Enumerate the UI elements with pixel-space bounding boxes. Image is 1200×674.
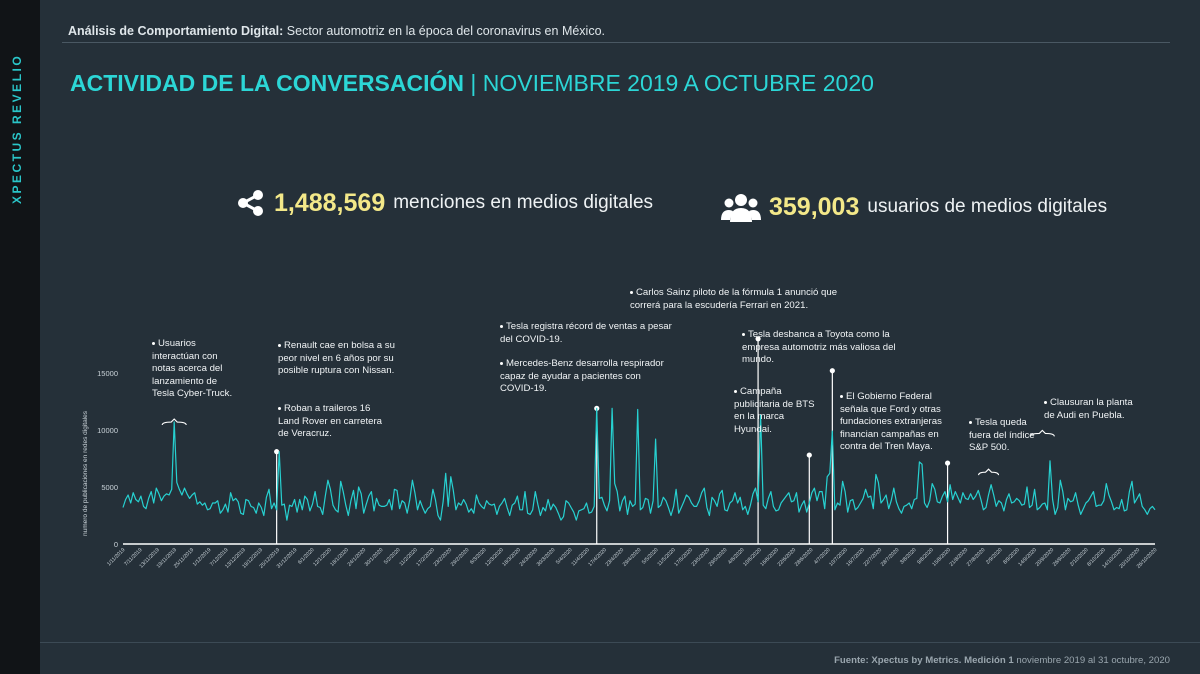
page-title: ACTIVIDAD DE LA CONVERSACIÓN | NOVIEMBRE… bbox=[70, 70, 874, 97]
x-tick-label: 29/5/2020 bbox=[708, 547, 729, 568]
annotation-sp500: Tesla queda fuera del índice S&P 500. bbox=[969, 417, 1035, 454]
annotation-renault: Renault cae en bolsa a su peor nivel en … bbox=[278, 340, 395, 377]
event-pin-dot bbox=[755, 336, 761, 342]
header-divider bbox=[62, 42, 1170, 43]
event-pin-dot bbox=[806, 452, 812, 458]
header-bold: Análisis de Comportamiento Digital: bbox=[68, 24, 284, 38]
sidebar: XPECTUS REVELIO bbox=[0, 0, 40, 674]
event-brace bbox=[161, 418, 187, 426]
title-sub: NOVIEMBRE 2019 A OCTUBRE 2020 bbox=[482, 70, 874, 96]
share-icon bbox=[238, 190, 263, 216]
annotation-tesla-toyota: Tesla desbanca a Toyota como la empresa … bbox=[742, 329, 896, 366]
x-tick-label: 30/1/2020 bbox=[364, 547, 385, 568]
annotation-land-rover: Roban a traileros 16 Land Rover en carre… bbox=[278, 403, 382, 440]
x-tick-label: 3/8/2020 bbox=[899, 547, 918, 566]
mentions-stat: 1,488,569 menciones en medios digitales bbox=[236, 188, 653, 218]
annotation-tesla-record: Tesla registra récord de ventas a pesar … bbox=[500, 321, 672, 345]
y-tick-label: 15000 bbox=[97, 369, 118, 378]
x-tick-label: 2/9/2020 bbox=[985, 547, 1004, 566]
users-stat: 359,003 usuarios de medios digitales bbox=[721, 192, 1107, 222]
annotation-bts: Campaña publicitaria de BTS en la marca … bbox=[734, 386, 815, 435]
mentions-label: menciones en medios digitales bbox=[393, 192, 654, 213]
footer-source: Fuente: Xpectus by Metrics. Medición 1 n… bbox=[834, 655, 1170, 666]
x-tick-label: 27/8/2020 bbox=[966, 547, 987, 568]
title-sep: | bbox=[464, 70, 483, 96]
x-tick-label: 28/6/2020 bbox=[794, 547, 815, 568]
annotation-cybertruck: Usuarios interactúan con notas acerca de… bbox=[152, 338, 233, 400]
x-tick-label: 29/4/2020 bbox=[622, 547, 643, 568]
y-axis-label: numero de publicaciones en redes digital… bbox=[82, 410, 89, 536]
users-value: 359,003 bbox=[769, 192, 860, 221]
event-pin-dot bbox=[829, 368, 835, 374]
users-label: usuarios de medios digitales bbox=[867, 196, 1108, 217]
header-rest: Sector automotriz en la época del corona… bbox=[283, 24, 606, 38]
report-header: Análisis de Comportamiento Digital: Sect… bbox=[68, 24, 605, 38]
series-line bbox=[122, 407, 1156, 521]
annotation-audi: Clausuran la planta de Audi en Puebla. bbox=[1044, 397, 1133, 421]
x-tick-label: 28/7/2020 bbox=[880, 547, 901, 568]
y-tick-label: 10000 bbox=[97, 426, 118, 435]
event-pin-dot bbox=[274, 449, 280, 455]
x-tick-label: 29/2/2020 bbox=[450, 547, 471, 568]
annotation-tren-maya: El Gobierno Federal señala que Ford y ot… bbox=[840, 391, 942, 453]
title-main: ACTIVIDAD DE LA CONVERSACIÓN bbox=[70, 70, 464, 96]
event-pin-dot bbox=[944, 460, 951, 466]
users-icon bbox=[721, 194, 761, 222]
mentions-value: 1,488,569 bbox=[274, 188, 386, 217]
x-tick-label: 30/3/2020 bbox=[536, 547, 557, 568]
annotation-sainz: Carlos Sainz piloto de la fórmula 1 anun… bbox=[630, 287, 838, 311]
event-brace bbox=[977, 468, 1000, 476]
y-tick-label: 0 bbox=[114, 540, 118, 549]
y-tick-label: 5000 bbox=[101, 483, 118, 492]
annotation-mercedes: Mercedes-Benz desarrolla respirador capa… bbox=[500, 358, 664, 395]
footer-divider bbox=[40, 642, 1200, 643]
event-brace bbox=[1029, 429, 1055, 437]
